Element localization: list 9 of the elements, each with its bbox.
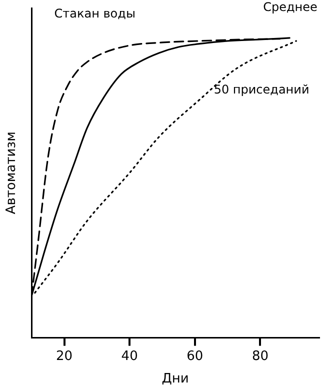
series-label: 50 приседаний bbox=[214, 82, 310, 97]
y-axis-title: Автоматизм bbox=[4, 132, 20, 214]
text: Среднее bbox=[263, 0, 318, 14]
x-axis-title: Дни bbox=[162, 372, 189, 387]
x-tick-label: 40 bbox=[121, 348, 138, 364]
series-label: Стакан воды bbox=[54, 6, 136, 21]
x-tick-label: 20 bbox=[56, 348, 73, 364]
x-tick-label: 60 bbox=[186, 348, 204, 364]
x-tick-label: 80 bbox=[252, 348, 268, 364]
